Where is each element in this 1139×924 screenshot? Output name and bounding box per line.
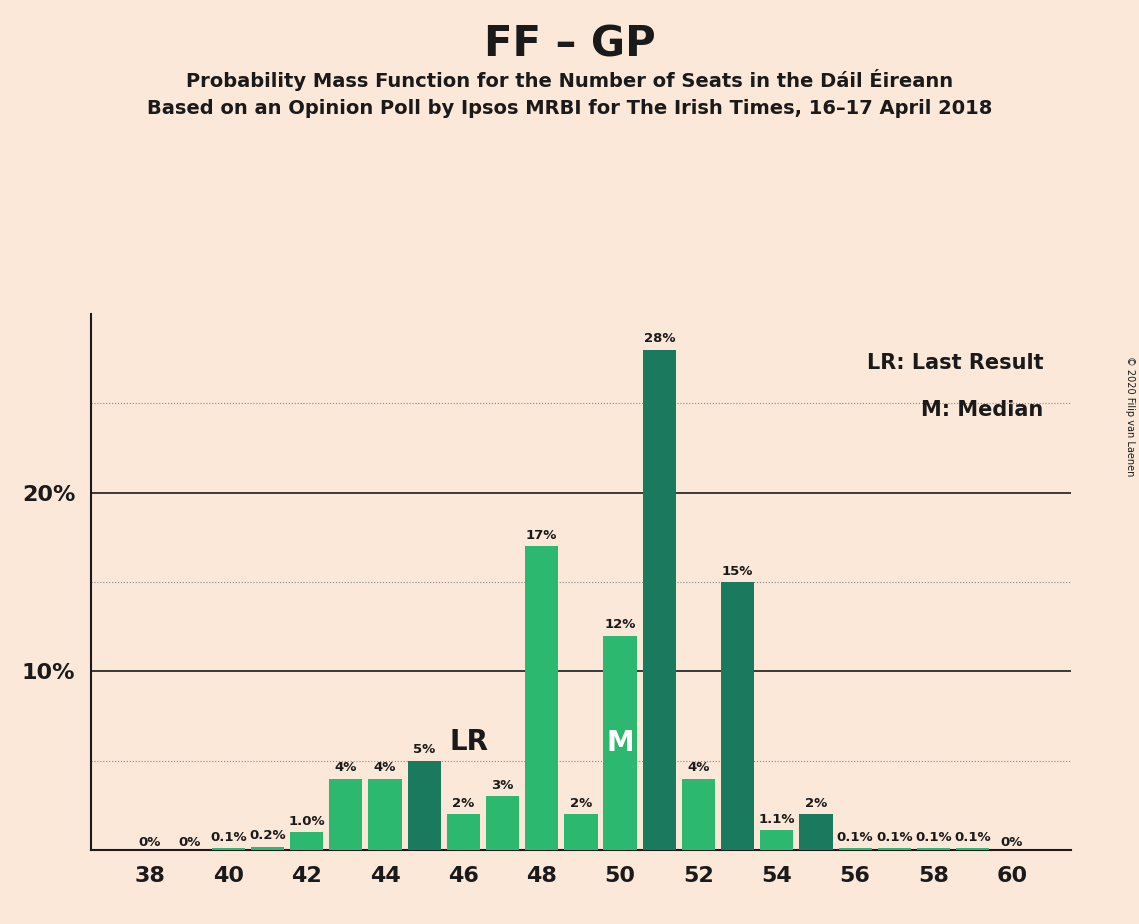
Text: 4%: 4% bbox=[687, 761, 710, 774]
Text: 0%: 0% bbox=[1001, 836, 1023, 849]
Text: © 2020 Filip van Laenen: © 2020 Filip van Laenen bbox=[1125, 356, 1134, 476]
Text: 0.1%: 0.1% bbox=[837, 831, 874, 844]
Text: 28%: 28% bbox=[644, 333, 675, 346]
Text: Probability Mass Function for the Number of Seats in the Dáil Éireann: Probability Mass Function for the Number… bbox=[186, 69, 953, 91]
Text: LR: LR bbox=[450, 728, 489, 756]
Text: M: Median: M: Median bbox=[921, 400, 1043, 419]
Text: 2%: 2% bbox=[452, 796, 475, 809]
Text: M: M bbox=[606, 729, 634, 757]
Text: 0.1%: 0.1% bbox=[210, 831, 246, 844]
Bar bbox=[956, 848, 990, 850]
Text: 5%: 5% bbox=[413, 743, 435, 756]
Text: Based on an Opinion Poll by Ipsos MRBI for The Irish Times, 16–17 April 2018: Based on an Opinion Poll by Ipsos MRBI f… bbox=[147, 99, 992, 118]
Bar bbox=[212, 848, 245, 850]
Bar bbox=[878, 848, 911, 850]
Text: 0.1%: 0.1% bbox=[876, 831, 912, 844]
Text: 4%: 4% bbox=[374, 761, 396, 774]
Text: 0.1%: 0.1% bbox=[954, 831, 991, 844]
Text: 0%: 0% bbox=[139, 836, 161, 849]
Bar bbox=[838, 848, 871, 850]
Text: 0%: 0% bbox=[178, 836, 200, 849]
Text: 17%: 17% bbox=[526, 529, 557, 541]
Bar bbox=[721, 582, 754, 850]
Text: 2%: 2% bbox=[805, 796, 827, 809]
Text: 3%: 3% bbox=[491, 779, 514, 792]
Bar bbox=[446, 814, 480, 850]
Text: LR: Last Result: LR: Last Result bbox=[867, 354, 1043, 373]
Text: 2%: 2% bbox=[570, 796, 592, 809]
Text: 0.1%: 0.1% bbox=[916, 831, 952, 844]
Text: 1.0%: 1.0% bbox=[288, 815, 325, 828]
Bar bbox=[760, 831, 794, 850]
Bar bbox=[642, 350, 675, 850]
Bar bbox=[525, 546, 558, 850]
Text: 1.1%: 1.1% bbox=[759, 813, 795, 826]
Bar bbox=[486, 796, 519, 850]
Bar bbox=[917, 848, 950, 850]
Bar bbox=[290, 833, 323, 850]
Text: 12%: 12% bbox=[605, 618, 636, 631]
Bar bbox=[682, 779, 715, 850]
Bar bbox=[800, 814, 833, 850]
Text: 15%: 15% bbox=[722, 565, 753, 578]
Bar bbox=[368, 779, 402, 850]
Bar bbox=[329, 779, 362, 850]
Bar bbox=[564, 814, 598, 850]
Text: 0.2%: 0.2% bbox=[249, 829, 286, 842]
Bar bbox=[408, 760, 441, 850]
Text: FF – GP: FF – GP bbox=[484, 23, 655, 65]
Text: 4%: 4% bbox=[335, 761, 357, 774]
Bar bbox=[604, 636, 637, 850]
Bar bbox=[251, 846, 284, 850]
